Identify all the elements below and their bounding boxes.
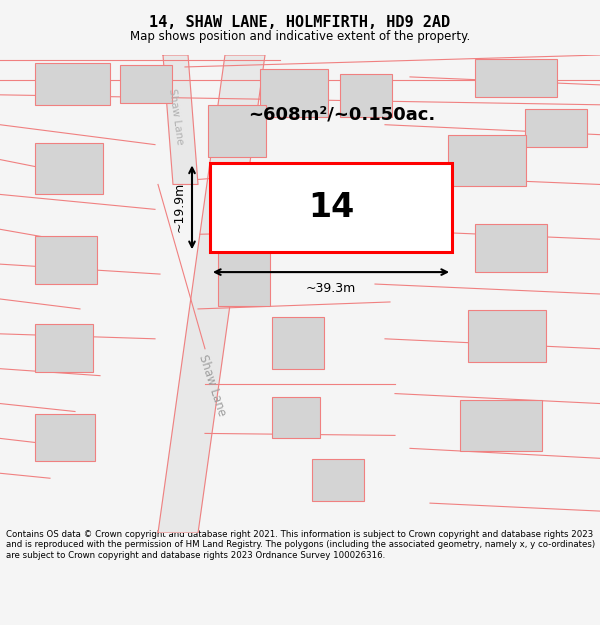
Bar [260, 69, 328, 117]
Text: Contains OS data © Crown copyright and database right 2021. This information is : Contains OS data © Crown copyright and d… [6, 530, 595, 559]
Text: Shaw Lane: Shaw Lane [167, 88, 185, 146]
Bar [312, 459, 364, 501]
Bar [272, 397, 320, 438]
Bar [340, 74, 392, 117]
Bar [35, 142, 103, 194]
Bar [468, 310, 546, 362]
Text: ~19.9m: ~19.9m [173, 182, 186, 232]
Bar [460, 399, 542, 451]
Polygon shape [163, 55, 198, 184]
Polygon shape [158, 55, 265, 533]
Text: Map shows position and indicative extent of the property.: Map shows position and indicative extent… [130, 30, 470, 43]
Bar [448, 134, 526, 186]
Bar [35, 63, 110, 105]
Bar [35, 236, 97, 284]
Text: 14: 14 [308, 191, 354, 224]
Bar [210, 162, 452, 252]
Text: Shaw Lane: Shaw Lane [196, 353, 228, 418]
Bar [35, 324, 93, 372]
Bar [35, 414, 95, 461]
Bar [525, 109, 587, 147]
Bar [272, 317, 324, 369]
Text: ~39.3m: ~39.3m [306, 282, 356, 295]
Text: 14, SHAW LANE, HOLMFIRTH, HD9 2AD: 14, SHAW LANE, HOLMFIRTH, HD9 2AD [149, 16, 451, 31]
Bar [208, 105, 266, 157]
Bar [218, 248, 270, 306]
Bar [475, 59, 557, 97]
Text: ~608m²/~0.150ac.: ~608m²/~0.150ac. [248, 106, 435, 124]
Bar [120, 65, 172, 102]
Bar [475, 224, 547, 272]
